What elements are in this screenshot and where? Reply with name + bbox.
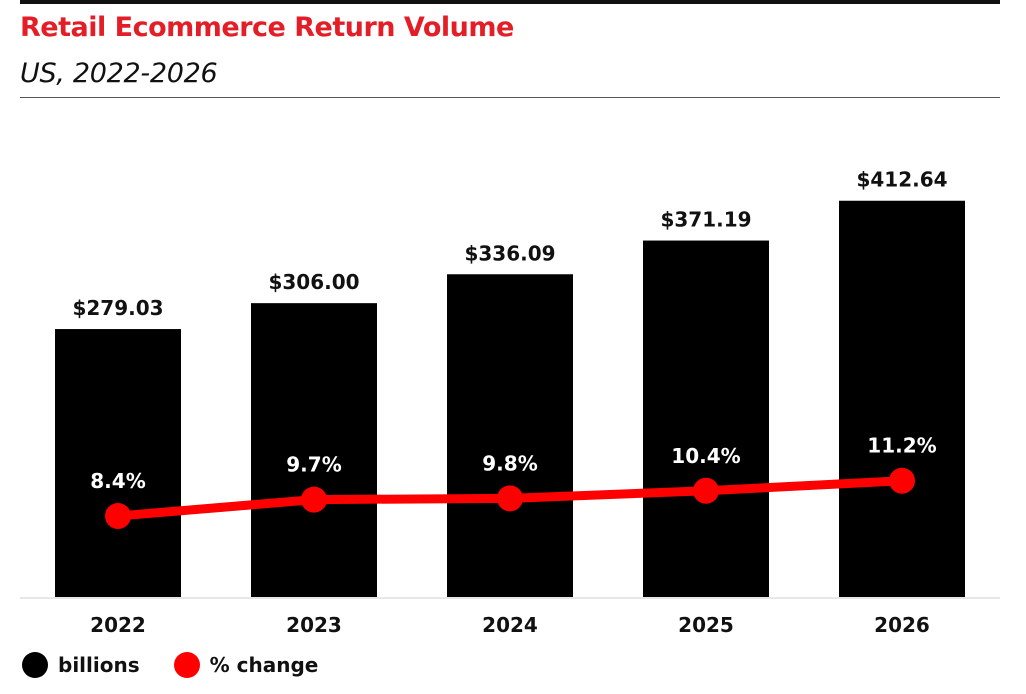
pct-point-2026 [889,467,915,494]
legend-label-billions: billions [58,653,140,677]
legend-swatch-billions-icon [22,652,48,678]
top-rule [20,0,1000,4]
pct-point-2025 [693,477,719,504]
pct-point-2023 [301,486,327,513]
legend-item-pct-change: % change [173,652,319,678]
pct-point-2024 [497,485,523,512]
pct-label-2024: 9.8% [482,451,537,475]
bar-label-2026: $412.64 [856,168,947,192]
chart-subtitle: US, 2022-2026 [20,58,218,89]
x-tick-label-2023: 2023 [286,613,342,637]
x-tick-label-2022: 2022 [90,613,146,637]
chart-title: Retail Ecommerce Return Volume [20,12,514,43]
legend-label-pct-change: % change [209,653,319,677]
bar-label-2022: $279.03 [72,296,163,320]
x-tick-label-2026: 2026 [874,613,930,637]
x-tick-label-2024: 2024 [482,613,538,637]
legend-item-billions: billions [22,652,140,678]
bar-label-2023: $306.00 [268,270,359,294]
legend-swatch-pct-change-icon [173,652,200,678]
bar-2024 [447,274,573,597]
x-tick-label-2025: 2025 [678,613,734,637]
bar-2022 [55,329,181,597]
pct-label-2022: 8.4% [90,469,145,493]
bar-2026 [839,200,965,597]
pct-label-2025: 10.4% [671,444,740,468]
pct-point-2022 [105,503,131,529]
pct-label-2026: 11.2% [867,434,936,458]
pct-label-2023: 9.7% [286,453,341,477]
legend: billions % change [22,650,352,680]
bar-2025 [643,240,769,597]
bar-label-2024: $336.09 [464,241,555,265]
subtitle-rule [20,97,1000,98]
bar-label-2025: $371.19 [660,208,751,232]
bar-2023 [251,303,377,597]
